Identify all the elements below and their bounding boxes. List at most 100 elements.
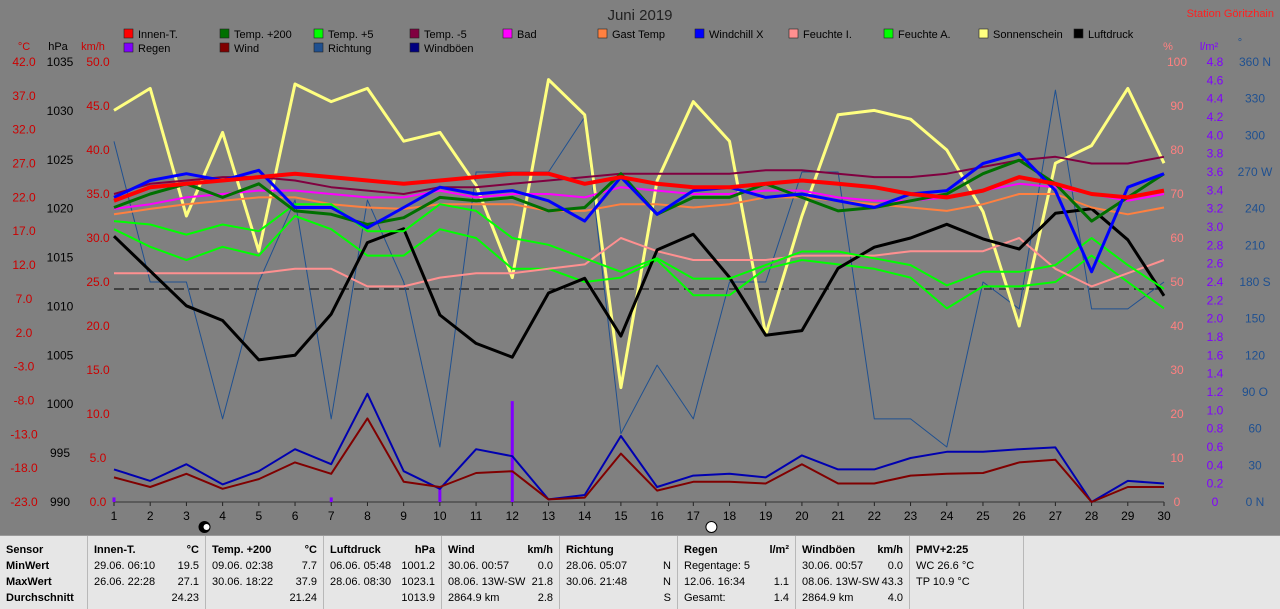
stats-avg-value: 24.23: [171, 592, 199, 604]
x-tick-label: 30: [1157, 509, 1171, 523]
x-tick-label: 8: [364, 509, 371, 523]
monthly-weather-chart: Juni 2019 Station Göritzhain °C hPa km/h% l/m…: [10, 7, 1274, 533]
x-tick-label: 26: [1012, 509, 1026, 523]
rain-axis-unit: l/m²: [1200, 41, 1219, 53]
legend-swatch: [1073, 28, 1084, 39]
temp-tick-label: -13.0: [10, 427, 38, 441]
stats-min-row: WC 26.6 °C: [916, 558, 1017, 574]
series-line-temp-200: [113, 158, 1165, 226]
x-tick-label: 5: [255, 509, 262, 523]
pressure-tick-label: 1025: [47, 153, 74, 167]
direction-tick-label: 90 O: [1242, 385, 1268, 399]
stats-max-row: 12.06. 16:34 1.1: [684, 574, 789, 590]
stats-row-label-text: Durchschnitt: [6, 592, 74, 604]
stats-max-time: TP 10.9 °C: [916, 576, 970, 588]
stats-header-row: PMV+2:25: [916, 542, 1017, 558]
legend-swatch: [123, 42, 134, 53]
stats-column-richtung: Richtung 28.06. 05:07 N 30.06. 21:48 N S: [560, 536, 678, 609]
x-tick-label: 7: [328, 509, 335, 523]
stats-column-title: Luftdruck: [330, 544, 381, 556]
x-tick-label: 25: [976, 509, 990, 523]
pressure-tick-label: 1005: [47, 348, 74, 362]
temp-tick-label: -23.0: [10, 495, 38, 509]
pressure-axis-unit: hPa: [48, 41, 68, 53]
rain-tick-label: 1.0: [1207, 403, 1224, 417]
stats-avg-value: 1013.9: [401, 592, 435, 604]
temp-tick-label: 7.0: [16, 292, 33, 306]
stats-avg-row: 21.24: [212, 590, 317, 606]
pressure-tick-label: 1000: [47, 397, 74, 411]
series-line-feuchte-i: [114, 237, 1165, 288]
percent-tick-label: 90: [1170, 99, 1184, 113]
new-moon-icon-highlight: [203, 524, 210, 530]
x-tick-label: 3: [183, 509, 190, 523]
percent-tick-label: 100: [1167, 55, 1187, 69]
legend-label: Wind: [234, 43, 259, 55]
rain-tick-label: 3.4: [1207, 183, 1224, 197]
legend-swatch: [409, 28, 420, 39]
percent-tick-label: 20: [1170, 407, 1184, 421]
stats-max-value: 1023.1: [401, 576, 435, 588]
series-line-luftdruck: [112, 207, 1166, 362]
stats-min-row: 30.06. 00:57 0.0: [448, 558, 553, 574]
stats-header-row: Richtung: [566, 542, 671, 558]
pressure-tick-label: 1015: [47, 251, 74, 265]
stats-max-row: TP 10.9 °C: [916, 574, 1017, 590]
temp-tick-label: -18.0: [10, 461, 38, 475]
stats-max-time: 12.06. 16:34: [684, 576, 746, 588]
full-moon-icon: [705, 521, 718, 533]
wind-tick-label: 0.0: [90, 495, 107, 509]
temp-axis-unit: °C: [18, 41, 30, 53]
stats-avg-row: [916, 590, 1017, 606]
legend-swatch: [219, 42, 230, 53]
direction-tick-label: 240: [1245, 202, 1265, 216]
stats-column-unit: l/m²: [769, 544, 789, 556]
wind-tick-label: 30.0: [86, 231, 110, 245]
x-tick-label: 24: [940, 509, 954, 523]
stats-max-time: 08.06. 13W-SW: [448, 576, 526, 588]
series-line-gast-temp: [113, 193, 1165, 216]
stats-header-row: Innen-T. °C: [94, 542, 199, 558]
direction-axis-unit: °: [1238, 37, 1242, 49]
direction-tick-label: 330: [1245, 92, 1265, 106]
legend-swatch: [409, 42, 420, 53]
stats-column-title: Regen: [684, 544, 718, 556]
stats-avg-row: 2864.9 km 2.8: [448, 590, 553, 606]
temp-tick-label: 37.0: [12, 89, 36, 103]
direction-tick-label: 270 W: [1238, 165, 1273, 179]
stats-column-unit: km/h: [877, 544, 903, 556]
stats-row-label: Durchschnitt: [6, 590, 81, 606]
temp-tick-label: 17.0: [12, 224, 36, 238]
percent-tick-label: 30: [1170, 363, 1184, 377]
temp-tick-label: -3.0: [14, 360, 35, 374]
rain-tick-label: 2.0: [1207, 312, 1224, 326]
legend-label: Bad: [517, 29, 537, 41]
rain-tick-label: 0.2: [1207, 477, 1224, 491]
x-tick-label: 16: [650, 509, 664, 523]
rain-tick-label: 3.0: [1207, 220, 1224, 234]
rain-tick-label: 2.6: [1207, 257, 1224, 271]
series-line-innen-t: [113, 171, 1165, 203]
stats-min-row: 06.06. 05:48 1001.2: [330, 558, 435, 574]
rain-tick-label: 2.4: [1207, 275, 1224, 289]
legend-label: Regen: [138, 43, 170, 55]
stats-avg-value: 2.8: [537, 592, 553, 604]
x-tick-label: 19: [759, 509, 773, 523]
temp-tick-label: 22.0: [12, 190, 36, 204]
statistics-panel: Sensor MinWert MaxWert Durchschnitt Innen-T.…: [0, 535, 1280, 609]
temp-tick-label: 2.0: [16, 326, 33, 340]
series-line-sonnenschein: [113, 78, 1166, 390]
legend-swatch: [502, 28, 513, 39]
stats-column-unit: km/h: [527, 544, 553, 556]
percent-tick-label: 40: [1170, 319, 1184, 333]
chart-title: Juni 2019: [607, 7, 672, 24]
wind-tick-label: 45.0: [86, 99, 110, 113]
stats-max-value: N: [663, 576, 671, 588]
rain-tick-label: 3.2: [1207, 202, 1224, 216]
rain-tick-label: 1.6: [1207, 348, 1224, 362]
stats-column-regen: Regen l/m² Regentage: 5 12.06. 16:34 1.1 Gesa…: [678, 536, 796, 609]
stats-min-value: 7.7: [301, 560, 317, 572]
direction-tick-label: 120: [1245, 348, 1265, 362]
x-tick-label: 11: [470, 509, 483, 523]
